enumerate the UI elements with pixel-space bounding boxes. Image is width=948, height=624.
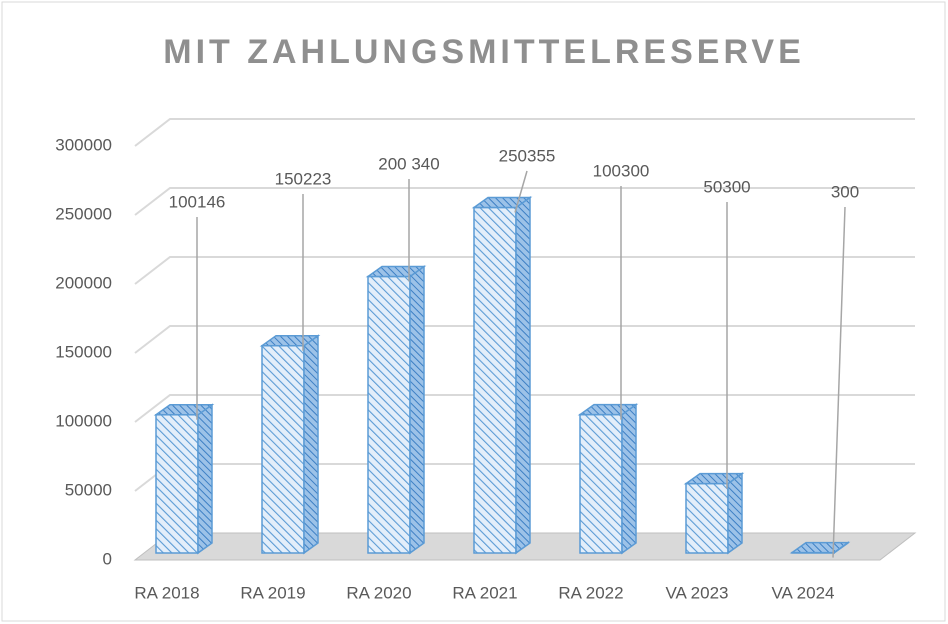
- data-label: 100146: [169, 192, 226, 211]
- y-tick-label: 150000: [55, 342, 112, 361]
- leader-line: [832, 206, 846, 558]
- bar: [261, 344, 305, 554]
- x-tick-label: RA 2020: [346, 583, 411, 602]
- bar-side: [409, 265, 425, 555]
- bar: [473, 206, 517, 554]
- bar-side: [621, 403, 637, 555]
- x-tick-label: RA 2022: [558, 583, 623, 602]
- bar-top: [683, 472, 745, 485]
- bar: [367, 275, 411, 554]
- y-tick-label: 100000: [55, 411, 112, 430]
- y-tick-label: 50000: [65, 480, 112, 499]
- grid-line: [134, 256, 915, 285]
- data-label: 250355: [499, 146, 556, 165]
- y-tick-label: 300000: [55, 135, 112, 154]
- y-tick-label: 250000: [55, 204, 112, 223]
- grid-line: [134, 325, 915, 354]
- x-tick-label: RA 2019: [240, 583, 305, 602]
- grid-line: [134, 394, 915, 423]
- grid-line: [134, 187, 915, 216]
- data-label: 50300: [703, 177, 750, 196]
- bar: [155, 414, 199, 554]
- bar: [579, 413, 623, 554]
- chart-title: MIT ZAHLUNGSMITTELRESERVE: [163, 33, 805, 71]
- y-tick-label: 0: [103, 549, 112, 568]
- bar-top: [577, 403, 639, 416]
- bar-side: [303, 334, 319, 555]
- bar-top: [471, 196, 533, 209]
- y-tick-label: 200000: [55, 273, 112, 292]
- bar-side: [515, 196, 531, 555]
- data-label: 100300: [593, 161, 650, 180]
- leader-line: [514, 170, 528, 213]
- bar-top: [153, 404, 215, 416]
- data-label: 300: [831, 182, 859, 201]
- data-label: 150223: [275, 169, 332, 188]
- grid-line: [134, 118, 915, 147]
- x-tick-label: VA 2024: [771, 583, 834, 602]
- bar-side: [727, 472, 743, 555]
- x-tick-label: VA 2023: [665, 583, 728, 602]
- data-label: 200 340: [378, 154, 439, 173]
- bar-side: [197, 403, 213, 555]
- bar-top: [365, 265, 427, 278]
- x-tick-label: RA 2018: [134, 583, 199, 602]
- x-tick-label: RA 2021: [452, 583, 517, 602]
- bar: [685, 482, 729, 554]
- bar-top: [259, 334, 321, 347]
